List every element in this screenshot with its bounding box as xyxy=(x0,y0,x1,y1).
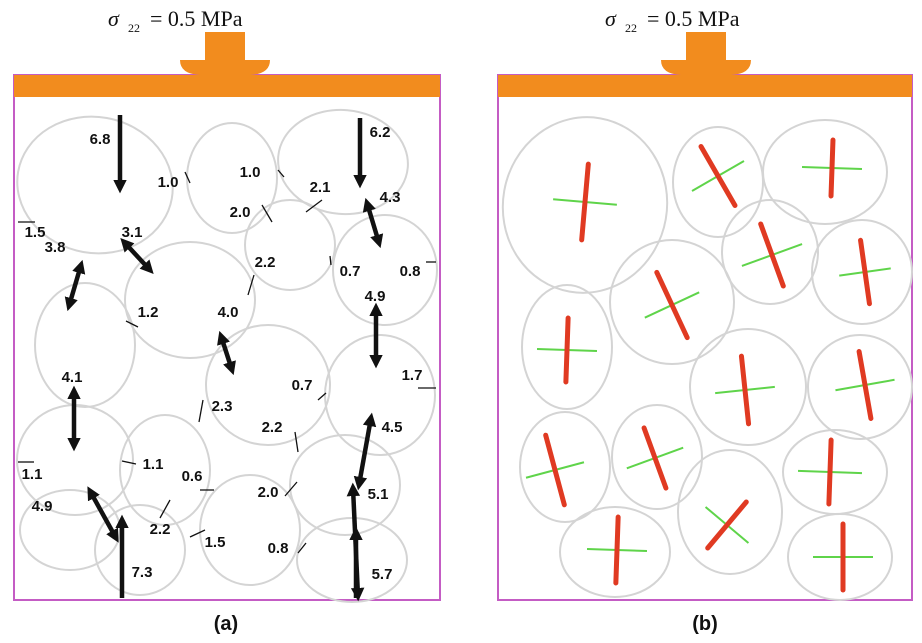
force-label: 7.3 xyxy=(132,564,153,581)
major-axis xyxy=(566,318,568,382)
force-label: 1.0 xyxy=(240,164,261,181)
force-label: 3.8 xyxy=(45,239,66,256)
force-label: 6.2 xyxy=(370,124,391,141)
caption: (a) xyxy=(214,613,238,635)
force-label: 1.1 xyxy=(143,456,164,473)
title-rest: = 0.5 MPa xyxy=(150,6,243,31)
force-label: 4.1 xyxy=(62,369,83,386)
force-label: 1.7 xyxy=(402,367,423,384)
major-axis xyxy=(582,164,589,240)
force-label: 3.1 xyxy=(122,224,143,241)
title-subscript: 22 xyxy=(128,21,140,35)
force-label: 2.3 xyxy=(212,398,233,415)
major-axis xyxy=(829,440,831,504)
major-axis xyxy=(708,502,747,548)
major-axis xyxy=(657,272,687,337)
force-label: 1.0 xyxy=(158,174,179,191)
force-label: 0.6 xyxy=(182,468,203,485)
grain xyxy=(763,120,887,224)
force-label: 2.2 xyxy=(255,254,276,271)
force-label: 4.0 xyxy=(218,304,239,321)
force-label: 5.7 xyxy=(372,566,393,583)
title-symbol: σ xyxy=(108,6,120,31)
grain xyxy=(297,518,407,602)
force-label: 4.9 xyxy=(365,288,386,305)
force-label: 1.1 xyxy=(22,466,43,483)
force-label: 2.0 xyxy=(258,484,279,501)
force-label: 4.9 xyxy=(32,498,53,515)
grain xyxy=(690,329,806,445)
force-line xyxy=(295,432,298,452)
force-label: 0.8 xyxy=(400,263,421,280)
major-axis xyxy=(701,147,735,206)
grain xyxy=(325,335,435,455)
caption: (b) xyxy=(692,613,718,635)
major-axis xyxy=(831,140,833,196)
force-label: 4.3 xyxy=(380,189,401,206)
major-axis xyxy=(761,224,784,286)
panel-b-title: σ 22 = 0.5 MPa xyxy=(605,6,740,35)
force-line xyxy=(199,400,203,422)
force-label: 0.7 xyxy=(340,263,361,280)
force-label: 0.7 xyxy=(292,377,313,394)
major-axis xyxy=(616,517,618,583)
grain xyxy=(95,505,185,595)
title-symbol: σ xyxy=(605,6,617,31)
force-label: 4.5 xyxy=(382,419,403,436)
force-label: 2.1 xyxy=(310,179,331,196)
force-label: 2.2 xyxy=(262,419,283,436)
force-label: 1.5 xyxy=(25,224,46,241)
major-axis xyxy=(546,435,565,505)
panel-a-title: σ 22 = 0.5 MPa xyxy=(108,6,243,35)
grain xyxy=(245,200,335,290)
grain xyxy=(125,242,255,358)
title-rest: = 0.5 MPa xyxy=(647,6,740,31)
force-label: 6.8 xyxy=(90,131,111,148)
major-axis xyxy=(644,428,666,488)
force-label: 1.2 xyxy=(138,304,159,321)
title-subscript: 22 xyxy=(625,21,637,35)
force-label: 2.2 xyxy=(150,521,171,538)
force-label: 2.0 xyxy=(230,204,251,221)
grain xyxy=(678,450,782,574)
grain xyxy=(673,127,763,237)
major-axis xyxy=(741,356,748,424)
force-label: 1.5 xyxy=(205,534,226,551)
force-label: 0.8 xyxy=(268,540,289,557)
grain xyxy=(200,475,300,585)
figure: σ 22 = 0.5 MPa σ 22 = 0.5 MPa (a) (b) 6.… xyxy=(0,0,922,643)
grain xyxy=(35,283,135,407)
force-label: 5.1 xyxy=(368,486,389,503)
force-line xyxy=(190,530,205,537)
